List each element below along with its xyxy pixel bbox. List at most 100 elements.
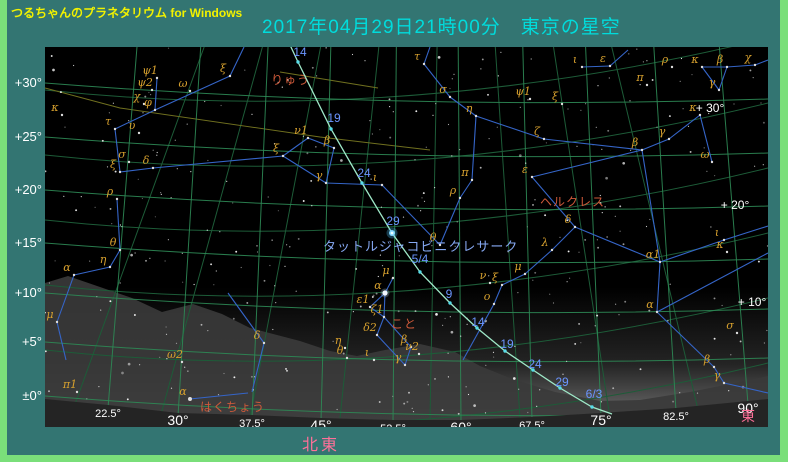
azimuth-label: 67.5° bbox=[519, 420, 545, 427]
horizon-silhouette bbox=[45, 276, 768, 427]
star-label: ζ1 bbox=[371, 303, 384, 316]
direction-label-northeast: 北東 bbox=[302, 437, 341, 454]
star-label: χ bbox=[744, 51, 753, 64]
comet-date-label: 19 bbox=[500, 337, 514, 351]
star-label: α bbox=[374, 279, 382, 292]
star-label: ε1 bbox=[357, 293, 370, 306]
star-label: τ bbox=[105, 115, 112, 128]
star-label: β bbox=[703, 353, 710, 366]
star-label: σ bbox=[726, 319, 734, 332]
azimuth-label: 82.5° bbox=[663, 411, 689, 423]
comet-date-label: 5/4 bbox=[412, 252, 429, 266]
constellation-name: ヘルクレス bbox=[540, 195, 605, 209]
star-label: α bbox=[63, 261, 71, 274]
star-label: σ bbox=[439, 83, 447, 96]
star-label: ξ bbox=[110, 158, 117, 171]
grid-altaz bbox=[44, 46, 769, 424]
star-label: ξ bbox=[220, 62, 227, 75]
star-label: γ bbox=[395, 351, 402, 364]
window-border-bottom bbox=[0, 455, 788, 462]
comet-date-label: 9 bbox=[446, 287, 453, 301]
grid-olive bbox=[44, 71, 431, 151]
altitude-label: +25° bbox=[14, 129, 42, 144]
declination-label: + 30° bbox=[696, 101, 725, 115]
star-label: μ bbox=[382, 264, 389, 277]
star-label: ξ bbox=[273, 142, 280, 155]
star-label: ψ1 bbox=[142, 64, 158, 77]
star-label: ι bbox=[373, 171, 377, 184]
star-label: ω bbox=[179, 77, 188, 90]
azimuth-label: 37.5° bbox=[239, 418, 265, 427]
direction-label-east: 東 bbox=[741, 408, 755, 424]
star-label: π bbox=[460, 166, 469, 179]
star-label: ν bbox=[480, 269, 487, 282]
horizon-band bbox=[45, 399, 768, 427]
window-border-left bbox=[0, 0, 7, 462]
star-label: β bbox=[400, 333, 407, 346]
azimuth-label: 30° bbox=[167, 412, 188, 427]
star-label: ι bbox=[365, 346, 369, 359]
star-label: λ bbox=[541, 236, 549, 249]
star-label: μ bbox=[514, 260, 521, 273]
window-border-right bbox=[780, 0, 788, 462]
star-label: ε bbox=[522, 163, 528, 176]
constellation-name: こと bbox=[391, 317, 417, 331]
star-label: ι bbox=[573, 53, 577, 66]
star-label: ν2 bbox=[405, 340, 419, 353]
star-chart[interactable]: κ τ σ ξ δ ρ θ η χ φ υ ψ1 ψ2 ω ξ α μ π1 ν1 β γ ξ ι τ σ η ζ π ρ θ ψ1 ξ ι ε ρ… bbox=[44, 0, 769, 435]
star-label: ρ bbox=[449, 184, 457, 197]
star-label: δ bbox=[143, 154, 150, 167]
svg-text:東: 東 bbox=[741, 408, 755, 424]
comet-date-label: 24 bbox=[528, 357, 542, 371]
star-label: υ bbox=[129, 119, 136, 132]
star-label: θ bbox=[110, 236, 117, 249]
star-label: δ bbox=[565, 213, 572, 226]
declination-label: + 20° bbox=[721, 198, 750, 212]
app-title: つるちゃんのプラネタリウム for Windows bbox=[11, 6, 243, 20]
altitude-label: +30° bbox=[14, 75, 42, 90]
constellation-lines bbox=[56, 46, 769, 400]
star-label: ρ bbox=[106, 185, 114, 198]
comet-date-label: 6/3 bbox=[586, 387, 603, 401]
altitude-label: ±0° bbox=[22, 388, 42, 403]
star-label: ε bbox=[600, 52, 606, 65]
declination-labels: + 30° + 20° + 10° bbox=[696, 101, 767, 309]
star-label: α bbox=[179, 385, 187, 398]
star-label: θ bbox=[337, 344, 344, 357]
star-label: κ bbox=[690, 53, 699, 66]
comet-date-label: 29 bbox=[555, 375, 569, 389]
star-label: ψ2 bbox=[137, 76, 153, 89]
star-label: τ bbox=[414, 50, 421, 63]
comet-date-label: 14 bbox=[293, 47, 307, 59]
azimuth-label: 90° bbox=[737, 400, 758, 416]
star-label: φ bbox=[144, 96, 152, 109]
star-label: ζ bbox=[534, 125, 541, 138]
star-label: ρ bbox=[661, 53, 669, 66]
star-label: δ bbox=[254, 329, 261, 342]
star-label: θ bbox=[430, 231, 437, 244]
comet-date-label: 14 bbox=[471, 315, 485, 329]
star-label: ι bbox=[715, 226, 719, 239]
comet-date-label: 29 bbox=[386, 214, 400, 228]
altitude-label: +15° bbox=[14, 235, 42, 250]
star-label: η bbox=[466, 102, 473, 115]
declination-label: + 10° bbox=[738, 295, 767, 309]
star-label: σ bbox=[118, 148, 126, 161]
star-label: χ bbox=[133, 90, 142, 103]
star-label: ο bbox=[484, 290, 491, 303]
star-label: γ bbox=[316, 169, 323, 182]
star-label: ω2 bbox=[167, 348, 183, 361]
azimuth-label: 75° bbox=[590, 412, 611, 427]
comet-date-label: 19 bbox=[327, 111, 341, 125]
star-label: κ bbox=[715, 238, 724, 251]
azimuth-label: 22.5° bbox=[95, 408, 121, 420]
star-label: ω bbox=[701, 148, 710, 161]
star-label: η bbox=[335, 334, 342, 347]
azimuth-label: 60° bbox=[450, 419, 471, 427]
azimuth-label: 52.5° bbox=[380, 423, 406, 427]
comet-date-label: 24 bbox=[357, 166, 371, 180]
star-label: π bbox=[635, 71, 644, 84]
